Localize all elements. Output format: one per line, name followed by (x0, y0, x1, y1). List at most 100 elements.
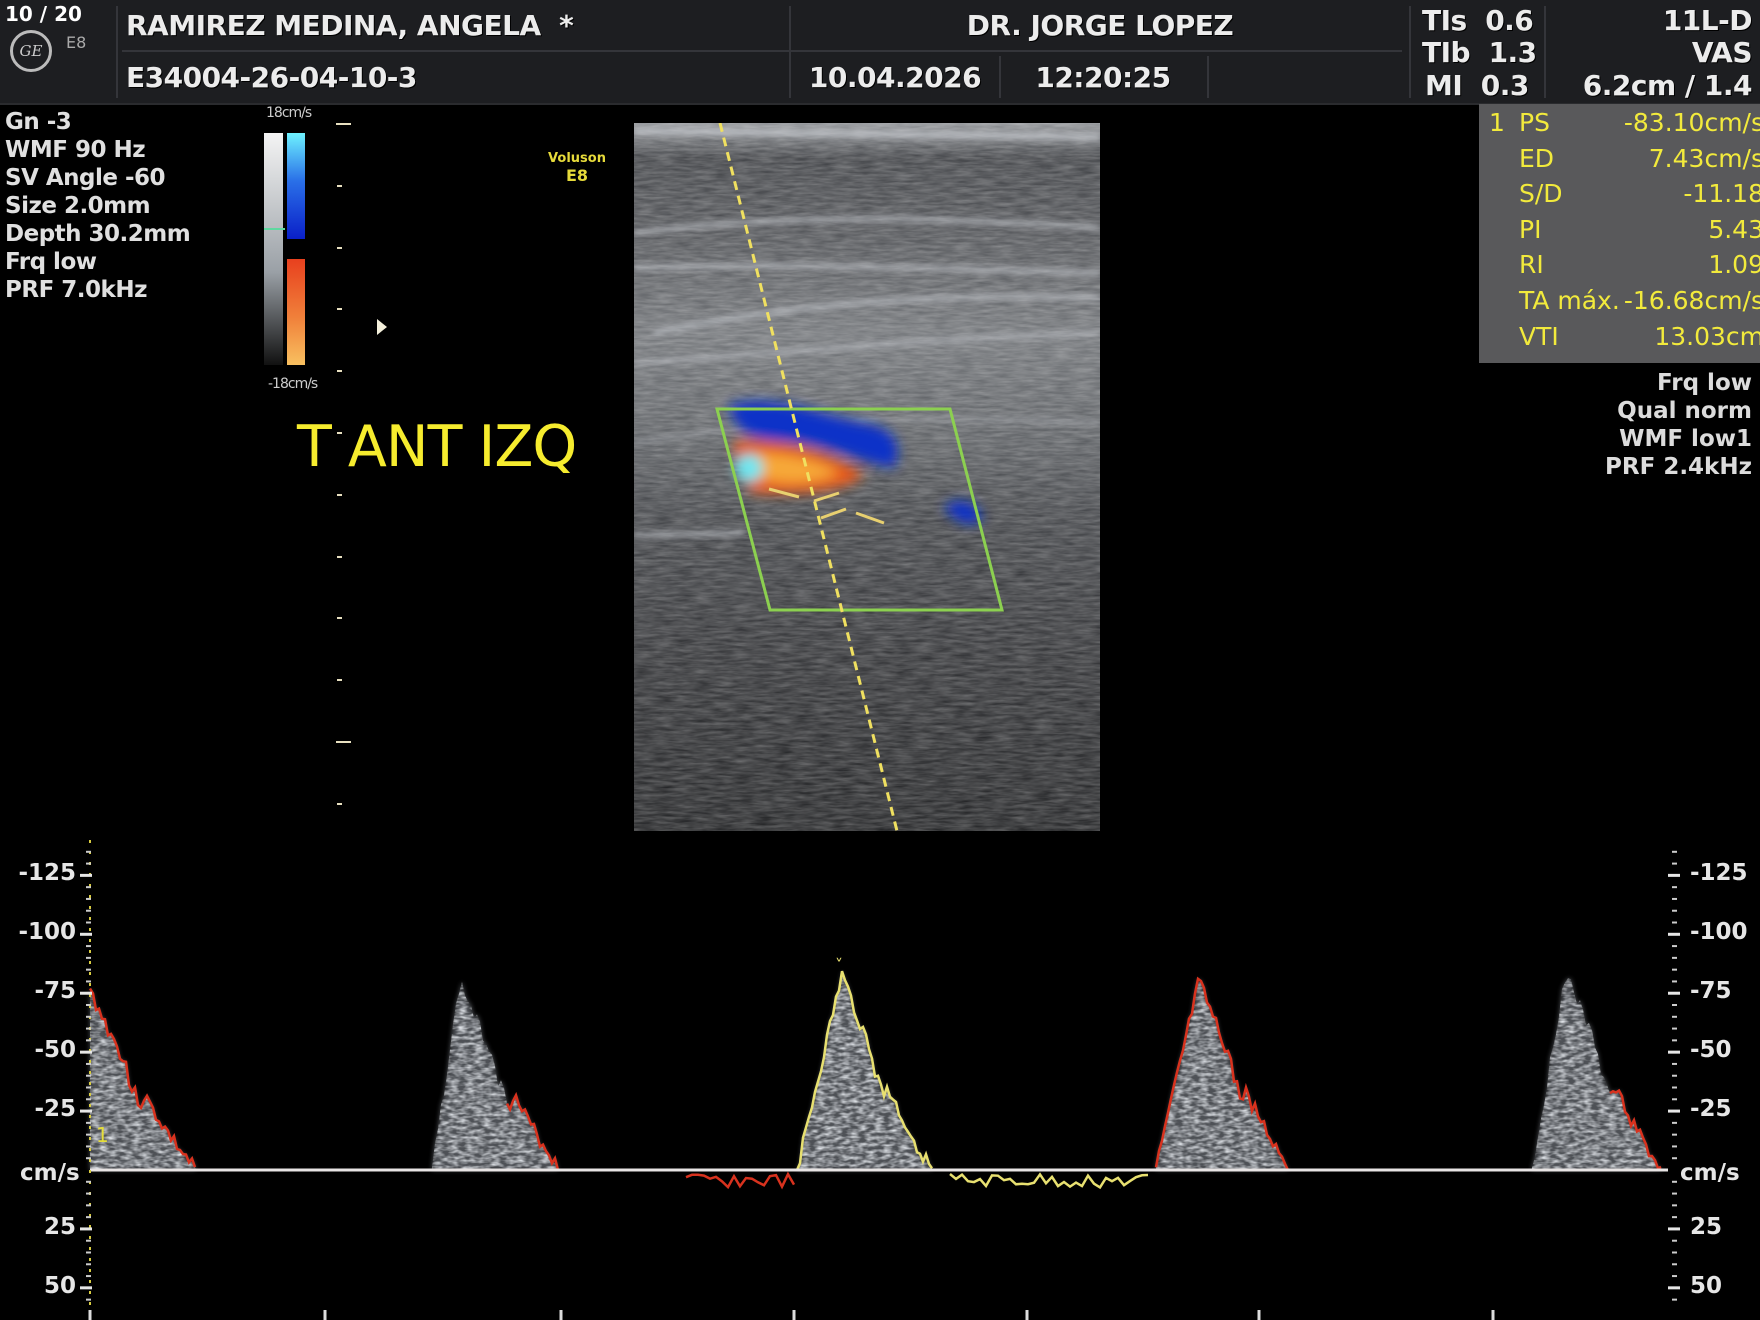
color-scale-bottom-label: -18cm/s (268, 376, 318, 392)
divider (122, 50, 1402, 52)
measurement-label: RI (1519, 250, 1544, 280)
param-size: Size 2.0mm (5, 193, 151, 219)
measurement-row: ED 7.43cm/s (1479, 144, 1760, 178)
velocity-label-right: -50 (1690, 1037, 1732, 1064)
divider (1409, 6, 1411, 98)
measurement-label: S/D (1519, 179, 1563, 209)
image-counter: 10 / 20 (5, 2, 82, 26)
doppler-wmf: WMF low1 (1619, 426, 1752, 452)
velocity-label-right: -125 (1690, 860, 1748, 887)
preset-name: VAS (1691, 36, 1753, 69)
velocity-label-right: 25 (1690, 1213, 1723, 1240)
doppler-prf: PRF 2.4kHz (1605, 454, 1752, 480)
measurement-label: ED (1519, 143, 1555, 173)
depth-zoom: 6.2cm / 1.4 (1582, 69, 1753, 102)
voluson-watermark: Voluson E8 (537, 150, 617, 184)
patient-flag: * (559, 9, 574, 42)
measurement-value: 13.03cm (1654, 321, 1760, 351)
trace-cursor-label: 1 (96, 1123, 109, 1147)
color-velocity-bar-blue (287, 133, 305, 239)
depth-tick (337, 802, 342, 805)
watermark-line1: Voluson (548, 151, 606, 166)
sample-volume-gate[interactable] (768, 487, 885, 525)
ge-logo-icon: GE (10, 30, 52, 72)
measurement-label: VTI (1519, 321, 1559, 351)
physician-name: DR. JORGE LOPEZ (966, 9, 1234, 42)
param-frq: Frq low (5, 249, 97, 275)
color-velocity-bar-red (287, 259, 305, 365)
measurement-row: PI 5.43 (1479, 215, 1760, 249)
envelope-trace (505, 1091, 561, 1172)
depth-tick (337, 493, 342, 496)
measurement-row: S/D -11.18 (1479, 179, 1760, 213)
measurement-panel: 1 PS -83.10cm/s ED 7.43cm/s S/D -11.18 PI 5.43 R… (1479, 104, 1760, 363)
measurement-label: PI (1519, 214, 1542, 244)
b-mode-image[interactable] (634, 123, 1100, 831)
depth-tick (337, 308, 342, 311)
divider (1207, 56, 1209, 98)
measurement-label: PS (1519, 108, 1550, 137)
velocity-label-left: -100 (18, 919, 76, 946)
velocity-label-left: -50 (34, 1037, 76, 1064)
velocity-label-right: -75 (1690, 978, 1732, 1005)
envelope-trace (1154, 976, 1291, 1172)
measurement-index: 1 (1489, 108, 1505, 137)
patient-id: E34004-26-04-10-3 (126, 61, 417, 94)
param-wmf: WMF 90 Hz (5, 137, 146, 163)
param-prf: PRF 7.0kHz (5, 277, 147, 303)
envelope-trace (1609, 1088, 1662, 1170)
param-sv-angle: SV Angle -60 (5, 165, 166, 191)
logo-text: GE (19, 42, 43, 60)
depth-tick (336, 741, 351, 743)
velocity-label-right: -100 (1690, 919, 1748, 946)
doppler-spectrum[interactable]: ˅ 1 (0, 840, 1760, 1320)
doppler-frq: Frq low (1657, 370, 1752, 396)
body-mark-annotation: T ANT IZQ (297, 414, 577, 480)
axis-unit-right: cm/s (1680, 1160, 1740, 1186)
envelope-trace (795, 970, 934, 1171)
divider (116, 6, 118, 98)
focus-marker-icon (377, 319, 387, 335)
patient-name-text: RAMIREZ MEDINA, ANGELA (126, 9, 541, 42)
depth-tick (337, 246, 342, 249)
safety-mi: MI 0.3 (1425, 69, 1529, 102)
grayscale-marker (264, 228, 285, 230)
watermark-line2: E8 (565, 166, 589, 185)
divider (999, 56, 1001, 98)
velocity-label-left: -125 (18, 860, 76, 887)
measurement-row: PS -83.10cm/s (1479, 108, 1760, 142)
header-bar: 10 / 20 GE E8 RAMIREZ MEDINA, ANGELA * E… (0, 0, 1760, 105)
velocity-label-right: -25 (1690, 1096, 1732, 1123)
safety-tis: TIs 0.6 (1422, 4, 1534, 37)
doppler-qual: Qual norm (1617, 398, 1752, 424)
grayscale-bar (264, 133, 283, 365)
model-small: E8 (66, 33, 87, 52)
param-gain: Gn -3 (5, 109, 72, 135)
param-depth: Depth 30.2mm (5, 221, 191, 247)
depth-tick (337, 184, 342, 187)
depth-tick (337, 555, 342, 558)
measurement-value: 7.43cm/s (1648, 143, 1760, 173)
measurement-row: TA máx. -16.68cm/s (1479, 286, 1760, 320)
velocity-label-left: 50 (43, 1272, 76, 1299)
exam-date: 10.04.2026 (808, 61, 982, 94)
reverse-flow-trace (949, 1172, 1149, 1190)
peak-marker-icon: ˅ (835, 955, 843, 974)
doppler-cursor-line[interactable] (718, 123, 899, 831)
speckle-texture (634, 123, 1100, 831)
measurement-row: VTI 13.03cm (1479, 322, 1760, 356)
depth-tick (337, 679, 342, 682)
probe-name: 11L-D (1662, 4, 1753, 37)
measurement-value: -16.68cm/s (1623, 286, 1760, 315)
safety-tib: TIb 1.3 (1422, 36, 1537, 69)
velocity-label-left: -25 (34, 1096, 76, 1123)
velocity-label-right: 50 (1690, 1272, 1723, 1299)
color-box[interactable] (715, 407, 1004, 612)
color-flow (729, 401, 982, 524)
envelope-trace (88, 987, 197, 1168)
depth-tick (337, 617, 342, 620)
measurement-value: 1.09 (1708, 250, 1760, 280)
measurement-label: TA máx. (1519, 286, 1620, 315)
divider (1544, 6, 1546, 98)
axis-unit-left: cm/s (20, 1160, 80, 1186)
